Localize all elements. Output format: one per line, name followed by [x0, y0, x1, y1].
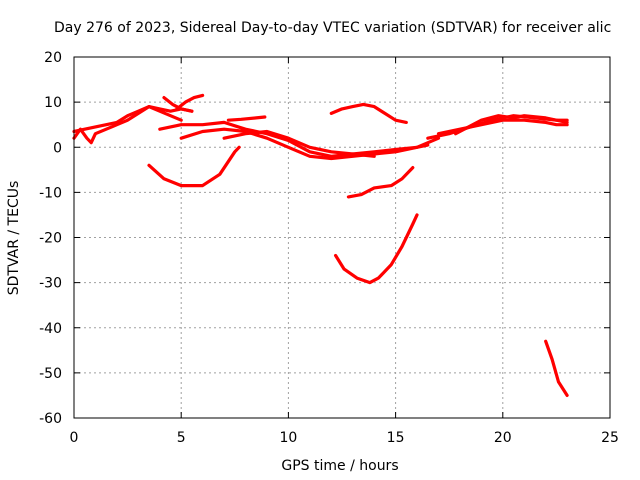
chart-title: Day 276 of 2023, Sidereal Day-to-day VTE… [54, 20, 611, 36]
y-tick-label: -10 [39, 185, 62, 201]
series-pass-2 [158, 120, 441, 158]
series-pass-14 [334, 213, 419, 285]
y-tick-label: -30 [39, 276, 62, 292]
y-tick-label: 10 [44, 95, 62, 111]
grid-lines [74, 57, 610, 418]
series-pass-12 [147, 145, 241, 188]
series-pass-1b [72, 104, 183, 145]
y-tick-label: 0 [53, 140, 62, 156]
series-pass-4 [222, 129, 376, 158]
x-tick-labels: 0 5 10 15 20 25 [70, 430, 619, 446]
plot-frame [73, 56, 611, 419]
series-pass-6 [175, 93, 205, 111]
x-tick-label: 5 [177, 430, 186, 446]
y-tick-label: -60 [39, 411, 62, 427]
y-tick-label: 20 [44, 50, 62, 66]
data-traces [72, 93, 569, 397]
y-axis-label: SDTVAR / TECUs [6, 181, 22, 296]
y-tick-label: -40 [39, 321, 62, 337]
series-pass-7 [162, 95, 194, 113]
y-tick-label: -50 [39, 366, 62, 382]
series-pass-15 [544, 339, 569, 397]
series-pass-1a [72, 104, 194, 134]
y-tick-labels: -60 -50 -40 -30 -20 -10 0 10 20 [39, 50, 62, 427]
x-tick-label: 0 [70, 430, 79, 446]
series-pass-5 [226, 115, 267, 122]
x-tick-label: 20 [494, 430, 512, 446]
series-pass-3 [179, 127, 430, 161]
x-tick-label: 25 [601, 430, 619, 446]
series-pass-11 [454, 114, 569, 136]
y-tick-label: -20 [39, 231, 62, 247]
x-axis-label: GPS time / hours [281, 458, 398, 474]
series-pass-8 [329, 102, 408, 125]
series-pass-13 [346, 166, 415, 199]
x-tick-label: 15 [387, 430, 405, 446]
x-tick-label: 10 [279, 430, 297, 446]
